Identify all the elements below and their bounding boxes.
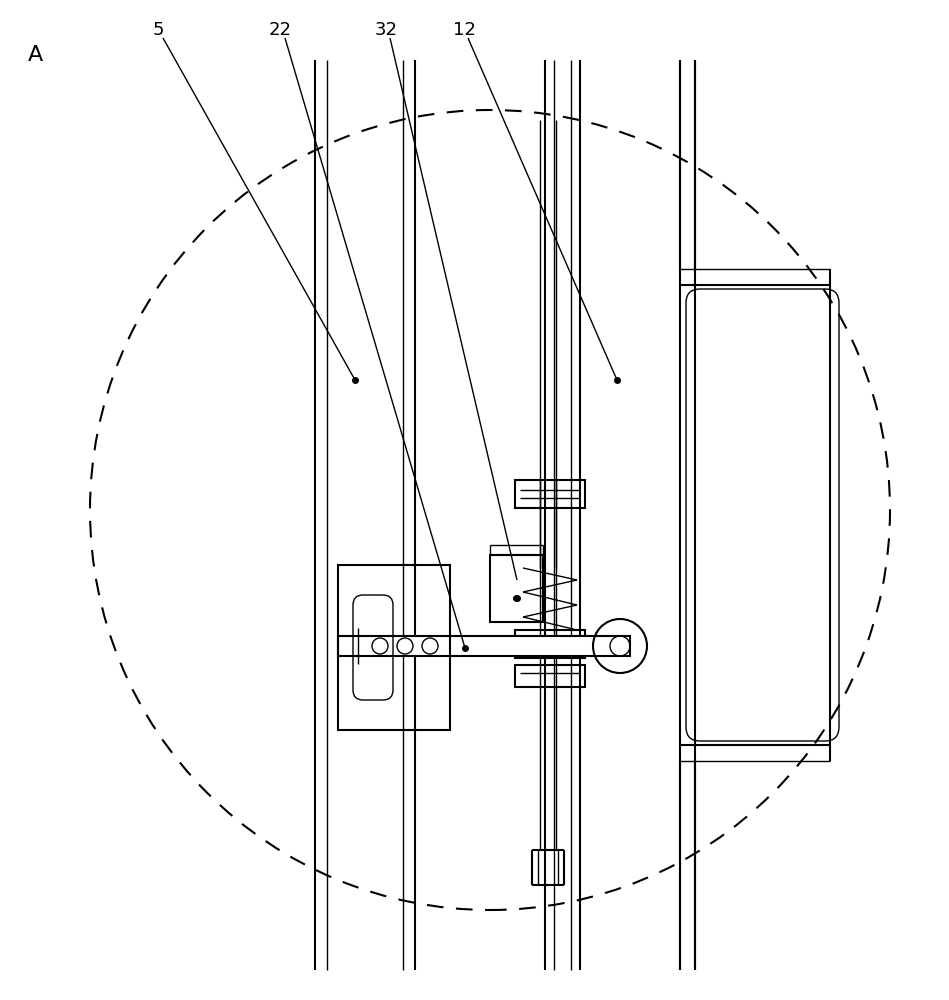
Bar xyxy=(515,630,585,658)
Bar xyxy=(490,555,543,622)
Bar xyxy=(338,636,630,656)
Bar xyxy=(515,480,585,508)
Text: A: A xyxy=(28,45,44,65)
Text: 12: 12 xyxy=(453,21,475,39)
Text: 32: 32 xyxy=(375,21,398,39)
Text: 22: 22 xyxy=(269,21,291,39)
Text: 5: 5 xyxy=(152,21,164,39)
Bar xyxy=(338,565,450,730)
Bar xyxy=(515,665,585,687)
